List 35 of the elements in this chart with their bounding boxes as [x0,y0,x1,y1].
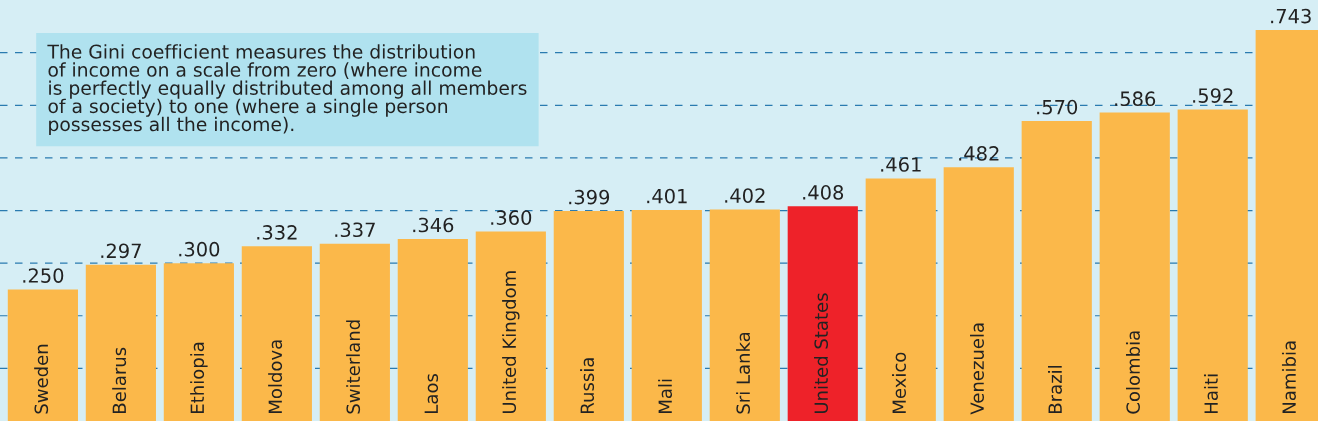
data-label: .402 [725,188,765,203]
data-label: .401 [647,188,687,204]
x-tick-label: Russia [580,358,595,413]
x-tick-label: Laos [424,373,439,413]
data-label: .250 [23,268,64,283]
x-tick-label: Sri Lanka [736,332,751,414]
x-tick-label: Mali [658,379,673,413]
data-label: .399 [569,189,610,205]
data-label: .332 [257,225,297,240]
x-tick-label: Belarus [112,347,127,413]
x-tick-label: Sweden [34,344,49,414]
data-label: .586 [1115,91,1156,107]
x-tick-label: Haiti [1203,374,1218,413]
data-label: .346 [413,217,454,233]
x-tick-label: Switerland [346,320,361,414]
annotation: The Gini coefficient measures the distribution of income on a scale from zero (where income is perfectly equally distributed among all members of a society) to one (where a single person possesses all the income). [47,44,527,135]
x-tick-label: United Kingdom [502,271,520,414]
data-label: .337 [335,222,375,238]
x-tick-label: Brazil [1048,365,1062,413]
x-tick-label: Venezuela [970,323,984,415]
data-label: .592 [1193,88,1233,103]
data-label: .482 [959,146,999,161]
data-label: .743 [1271,8,1311,24]
data-label: .408 [803,185,844,200]
x-tick-label: Colombia [1125,331,1140,414]
x-tick-label: Moldova [268,340,283,413]
x-tick-label: Mexico [892,352,906,413]
data-label: .297 [101,243,141,259]
data-label: .360 [491,210,532,225]
x-tick-label: Ethiopia [190,342,208,413]
data-label: .570 [1037,99,1078,115]
data-label: .461 [881,157,921,172]
x-tick-label: United States [814,293,829,414]
x-tick-label: Namibia [1281,341,1296,413]
data-label: .300 [179,241,220,257]
